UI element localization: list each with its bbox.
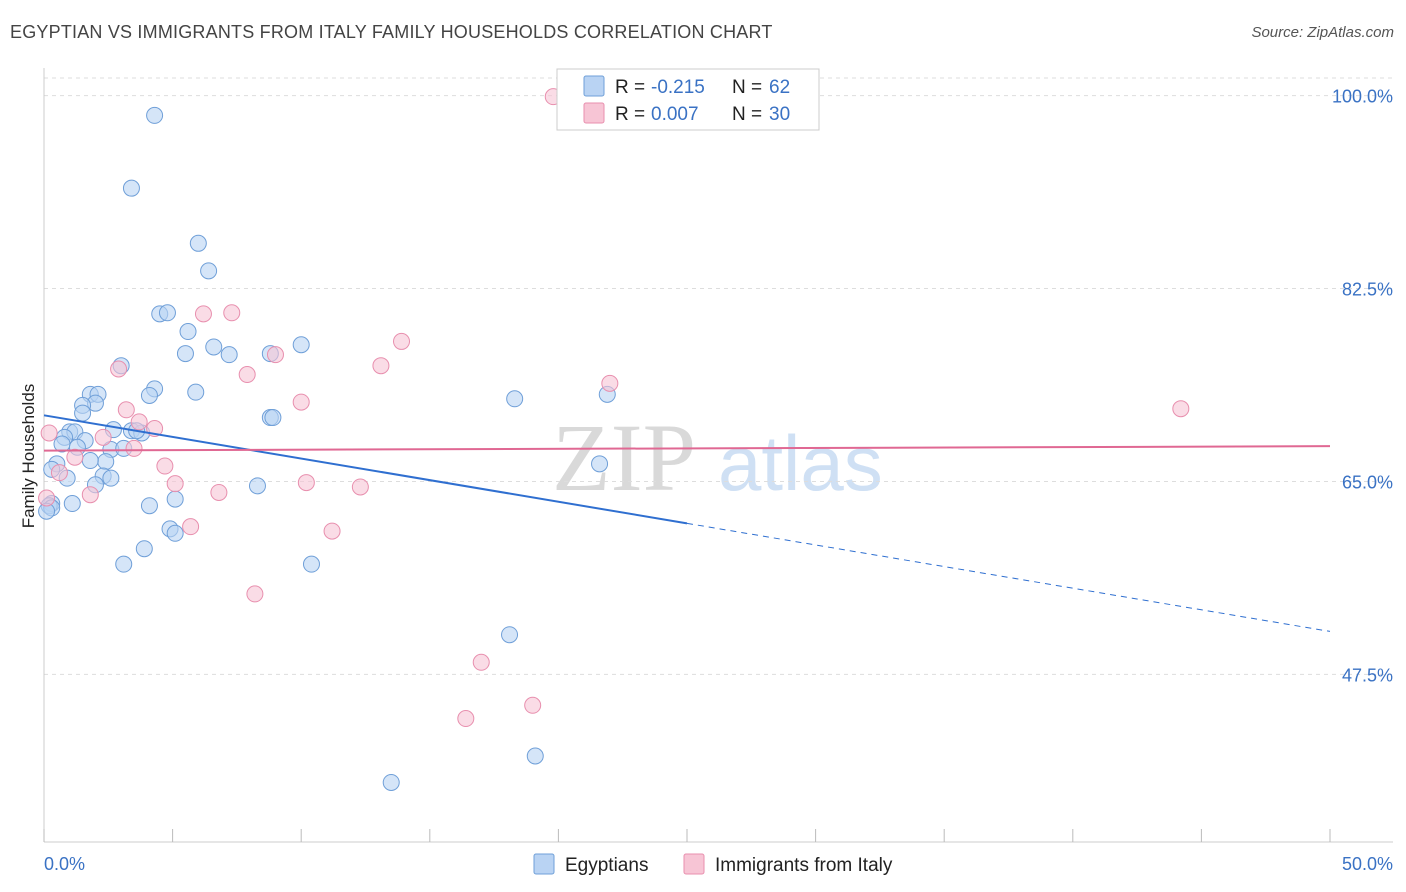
x-tick-label-left: 0.0% [44, 854, 85, 874]
legend-n-label-italy: N = [732, 104, 762, 125]
egyptians-point-22 [264, 409, 282, 427]
egyptians-point-1 [122, 179, 140, 197]
italy-point-28 [472, 653, 490, 671]
bottom-legend-swatch-italy [683, 853, 705, 875]
watermark-zip: ZIP [552, 404, 696, 511]
egyptians-point-44 [166, 490, 184, 508]
egyptians-point-59 [501, 626, 519, 644]
egyptians-point-60 [526, 747, 544, 765]
legend-swatch-egyptians [583, 75, 605, 97]
y-tick-label-1: 82.5% [1342, 280, 1393, 300]
italy-point-29 [457, 710, 475, 728]
italy-point-17 [156, 457, 174, 475]
egyptians-point-20 [74, 404, 92, 422]
egyptians-point-14 [187, 383, 205, 401]
egyptians-trend-line [43, 414, 688, 525]
bottom-legend-label-italy: Immigrants from Italy [715, 855, 893, 876]
bottom-legend-swatch-egyptians [533, 853, 555, 875]
trend-lines [43, 414, 1331, 632]
y-axis-title: Family Households [19, 384, 38, 529]
italy-point-23 [81, 486, 99, 504]
italy-point-10 [117, 401, 135, 419]
y-tick-label-0: 100.0% [1332, 87, 1393, 107]
italy-point-4 [266, 346, 284, 364]
italy-point-1 [194, 305, 212, 323]
egyptians-point-55 [302, 555, 320, 573]
y-tick-label-3: 47.5% [1342, 665, 1393, 685]
italy-point-3 [393, 332, 411, 350]
egyptians-point-3 [200, 262, 218, 280]
egyptians-point-46 [63, 495, 81, 513]
legend-r-value-egyptians: -0.215 [651, 77, 705, 98]
series-legend: Egyptians Immigrants from Italy [533, 853, 893, 876]
italy-point-24 [38, 489, 56, 507]
italy-point-9 [292, 393, 310, 411]
italy-point-14 [40, 424, 58, 442]
egyptians-point-10 [292, 336, 310, 354]
italy-point-31 [1172, 400, 1190, 418]
italy-point-13 [94, 428, 112, 446]
x-tick-label-right: 50.0% [1342, 854, 1393, 874]
chart-title: EGYPTIAN VS IMMIGRANTS FROM ITALY FAMILY… [10, 22, 773, 42]
legend-r-value-italy: 0.007 [651, 104, 699, 125]
italy-point-15 [125, 439, 143, 457]
italy-trend-line [43, 445, 1331, 452]
egyptians-point-43 [248, 477, 266, 495]
egyptians-point-56 [506, 390, 524, 408]
italy-point-21 [351, 478, 369, 496]
italy-point-30 [524, 696, 542, 714]
egyptians-point-2 [189, 234, 207, 252]
y-tick-labels: 100.0% 82.5% 65.0% 47.5% [1332, 87, 1393, 686]
egyptians-point-52 [166, 524, 184, 542]
italy-point-6 [110, 360, 128, 378]
legend-n-label-egyptians: N = [732, 77, 762, 98]
italy-point-25 [182, 518, 200, 536]
egyptians-point-61 [382, 773, 400, 791]
egyptians-point-53 [135, 540, 153, 558]
egyptians-point-36 [81, 452, 99, 470]
italy-point-27 [246, 585, 264, 603]
source-credit: Source: ZipAtlas.com [1251, 24, 1394, 41]
egyptians-point-35 [97, 453, 115, 471]
correlation-legend: R = -0.215 N = 62 R = 0.007 N = 30 [556, 68, 820, 131]
y-tick-label-2: 65.0% [1342, 472, 1393, 492]
egyptians-point-54 [115, 555, 133, 573]
watermark-atlas: atlas [718, 419, 883, 507]
egyptians-point-8 [176, 345, 194, 363]
italy-point-11 [130, 413, 148, 431]
egyptians-point-7 [205, 338, 223, 356]
bottom-legend-label-egyptians: Egyptians [565, 855, 648, 876]
egyptians-point-5 [158, 304, 176, 322]
italy-point-19 [166, 475, 184, 493]
legend-swatch-italy [583, 102, 605, 124]
italy-point-16 [66, 448, 84, 466]
italy-point-2 [223, 304, 241, 322]
egyptians-point-6 [179, 323, 197, 341]
italy-point-8 [601, 374, 619, 392]
egyptians-point-40 [102, 469, 120, 487]
egyptians-point-45 [140, 497, 158, 515]
axes [43, 68, 1393, 843]
italy-point-5 [372, 357, 390, 375]
italy-point-26 [323, 522, 341, 540]
egyptians-trend-extension [686, 522, 1331, 632]
egyptians-point-57 [591, 455, 609, 473]
legend-r-label-egyptians: R = [615, 77, 645, 98]
legend-n-value-egyptians: 62 [769, 77, 790, 98]
italy-point-22 [210, 483, 228, 501]
egyptians-point-9 [220, 346, 238, 364]
legend-r-label-italy: R = [615, 104, 645, 125]
italy-points [38, 88, 1190, 728]
legend-n-value-italy: 30 [769, 104, 790, 125]
italy-point-7 [238, 366, 256, 384]
egyptians-point-0 [146, 106, 164, 124]
egyptians-point-15 [140, 386, 158, 404]
italy-point-18 [50, 464, 68, 482]
italy-point-20 [297, 474, 315, 492]
